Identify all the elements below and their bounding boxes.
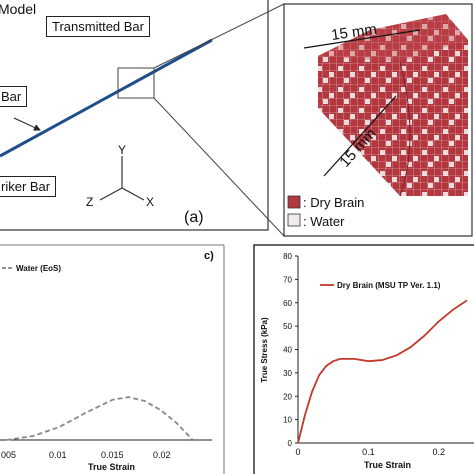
c-ytick-label: 20 <box>283 392 292 401</box>
axis-y-label: Y <box>118 143 126 157</box>
c-ytick-label: 70 <box>283 275 292 284</box>
panel-c-yticks: 0 10 20 30 40 50 60 70 80 <box>283 252 298 448</box>
dry-brain-chart-legend: Dry Brain (MSU TP Ver. 1.1) <box>337 281 441 290</box>
incident-arrow <box>13 117 41 131</box>
transmitted-bar-label: Transmitted Bar <box>46 16 150 37</box>
c-ytick-label: 0 <box>288 439 293 448</box>
zoom-line-bottom <box>153 97 285 237</box>
b-xtick-2: 0.015 <box>101 450 124 460</box>
b-xtick-1: 0.01 <box>49 450 67 460</box>
c-ytick-label: 40 <box>283 346 292 355</box>
zoom-box <box>117 67 155 99</box>
water-eos-legend: Water (EoS) <box>16 264 61 273</box>
bar-line <box>0 38 213 158</box>
c-xlabel: True Strain <box>364 460 411 470</box>
c-ylabel: True Stress (kPa) <box>260 317 269 383</box>
b-xlabel: True Strain <box>88 462 135 472</box>
c-ytick-label: 30 <box>283 369 292 378</box>
dim-line-top <box>303 29 421 49</box>
dry-brain-legend: : Dry Brain <box>303 195 364 210</box>
c-ytick-label: 50 <box>283 322 292 331</box>
zoom-line-top <box>153 3 285 69</box>
water-swatch <box>287 213 301 227</box>
panel-c-frame <box>253 244 474 474</box>
axis-x-label: X <box>146 195 154 209</box>
water-legend: : Water <box>303 214 345 229</box>
c-xtick-label: 0.1 <box>362 447 375 457</box>
c-ytick-label: 60 <box>283 299 292 308</box>
b-xtick-3: 0.02 <box>153 450 171 460</box>
c-ytick-label: 80 <box>283 252 292 261</box>
incident-bar-label: Bar <box>0 86 28 107</box>
striker-bar-label: riker Bar <box>0 176 57 197</box>
dry-brain-swatch <box>287 195 301 209</box>
dim-top-label: 15 mm <box>330 21 378 44</box>
axis-z-label: Z <box>86 195 93 209</box>
panel-c-xticks: 0 0.1 0.2 <box>295 447 445 457</box>
water-eos-series <box>5 396 194 441</box>
b-xtick-0: 005 <box>1 450 16 460</box>
c-xtick-label: 0.2 <box>433 447 446 457</box>
c-xtick-label: 0 <box>295 447 300 457</box>
panel-a-frame <box>0 0 269 231</box>
axis-triad <box>99 156 145 201</box>
dim-line-side <box>323 95 397 177</box>
c-ytick-label: 10 <box>283 416 292 425</box>
panel-b-chart <box>0 244 225 474</box>
panel-a-tag: (a) <box>184 209 204 226</box>
brain-mesh-cube <box>318 14 468 197</box>
model-title: Model <box>0 1 36 17</box>
panel-c-tag: c) <box>204 250 214 262</box>
dry-brain-series <box>297 299 468 444</box>
